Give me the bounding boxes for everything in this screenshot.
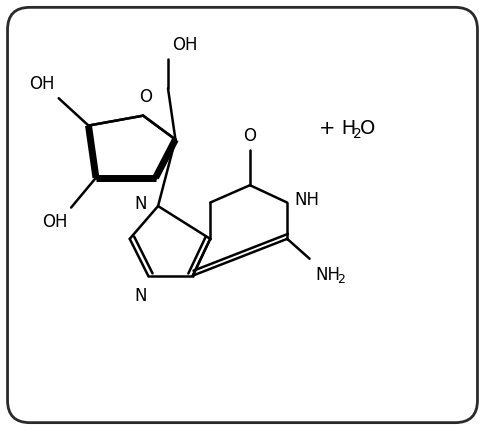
Text: N: N <box>134 286 147 304</box>
Text: OH: OH <box>29 75 55 93</box>
Text: O: O <box>139 88 152 106</box>
Text: OH: OH <box>42 212 67 230</box>
Text: N: N <box>135 194 147 212</box>
FancyBboxPatch shape <box>8 7 476 423</box>
Text: NH: NH <box>294 191 319 209</box>
Text: O: O <box>243 127 256 145</box>
Text: 2: 2 <box>337 273 345 286</box>
Text: O: O <box>360 119 375 138</box>
Text: + H: + H <box>319 119 356 138</box>
Text: 2: 2 <box>352 127 361 141</box>
Text: OH: OH <box>172 36 197 54</box>
Text: NH: NH <box>315 266 340 284</box>
